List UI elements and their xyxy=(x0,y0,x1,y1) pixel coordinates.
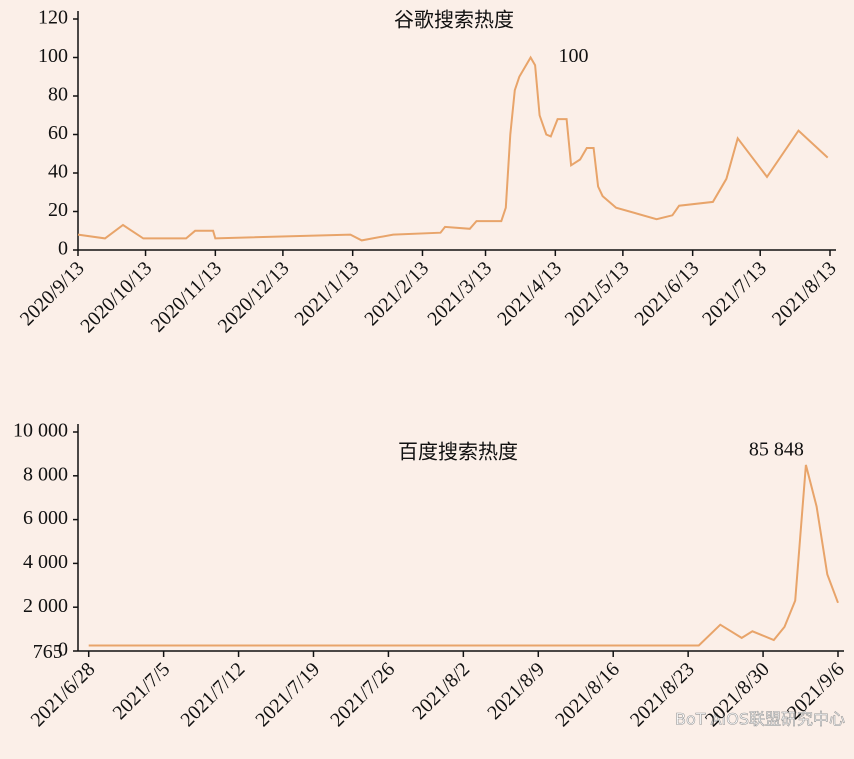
x-tick-label: 2021/8/16 xyxy=(551,658,624,731)
x-tick-label: 2021/8/2 xyxy=(408,658,474,724)
y-tick-label: 20 xyxy=(48,199,68,221)
line-series xyxy=(88,464,839,647)
x-tick-label: 2021/7/19 xyxy=(251,658,324,731)
x-tick-label: 2021/7/12 xyxy=(176,658,249,731)
y-tick-label: 8 000 xyxy=(23,463,68,485)
y-tick-label: 0 xyxy=(58,238,68,260)
y-tick-label: 4 000 xyxy=(23,551,68,573)
y-tick-label: 40 xyxy=(48,161,68,183)
annotation: 85 848 xyxy=(749,438,804,460)
x-tick-label: 2021/8/13 xyxy=(768,257,841,330)
x-tick-label: 2021/7/26 xyxy=(326,658,399,731)
y-tick-label: 100 xyxy=(38,45,68,67)
x-tick-label: 2020/11/13 xyxy=(147,257,226,336)
y-tick-label: 80 xyxy=(48,84,68,106)
x-tick-label: 2021/7/5 xyxy=(109,658,175,724)
watermark: BoT AIOS联盟研究中心 xyxy=(675,710,845,729)
x-tick-label: 2021/4/13 xyxy=(493,257,566,330)
y-tick-label: 60 xyxy=(48,122,68,144)
x-tick-label: 2020/12/13 xyxy=(214,257,294,337)
x-tick-label: 2021/3/13 xyxy=(423,257,496,330)
annotation: 765 xyxy=(33,641,63,663)
x-tick-label: 2021/7/13 xyxy=(698,257,771,330)
chart-title: 百度搜索热度 xyxy=(398,441,518,464)
x-tick-label: 2021/6/13 xyxy=(631,257,704,330)
line-series xyxy=(77,55,829,242)
y-tick-label: 10 000 xyxy=(13,420,68,442)
annotation: 100 xyxy=(559,45,589,67)
y-tick-label: 0 xyxy=(58,639,68,661)
x-tick-label: 2021/2/13 xyxy=(360,257,433,330)
chart-title: 谷歌搜索热度 xyxy=(394,9,514,32)
y-tick-label: 2 000 xyxy=(23,595,68,617)
y-tick-label: 6 000 xyxy=(23,507,68,529)
x-tick-label: 2021/1/13 xyxy=(291,257,364,330)
x-tick-label: 2021/5/13 xyxy=(561,257,634,330)
x-tick-label: 2020/10/13 xyxy=(76,257,156,337)
x-tick-label: 2021/6/28 xyxy=(27,658,100,731)
x-tick-label: 2021/8/9 xyxy=(483,658,549,724)
y-tick-label: 120 xyxy=(38,7,68,29)
